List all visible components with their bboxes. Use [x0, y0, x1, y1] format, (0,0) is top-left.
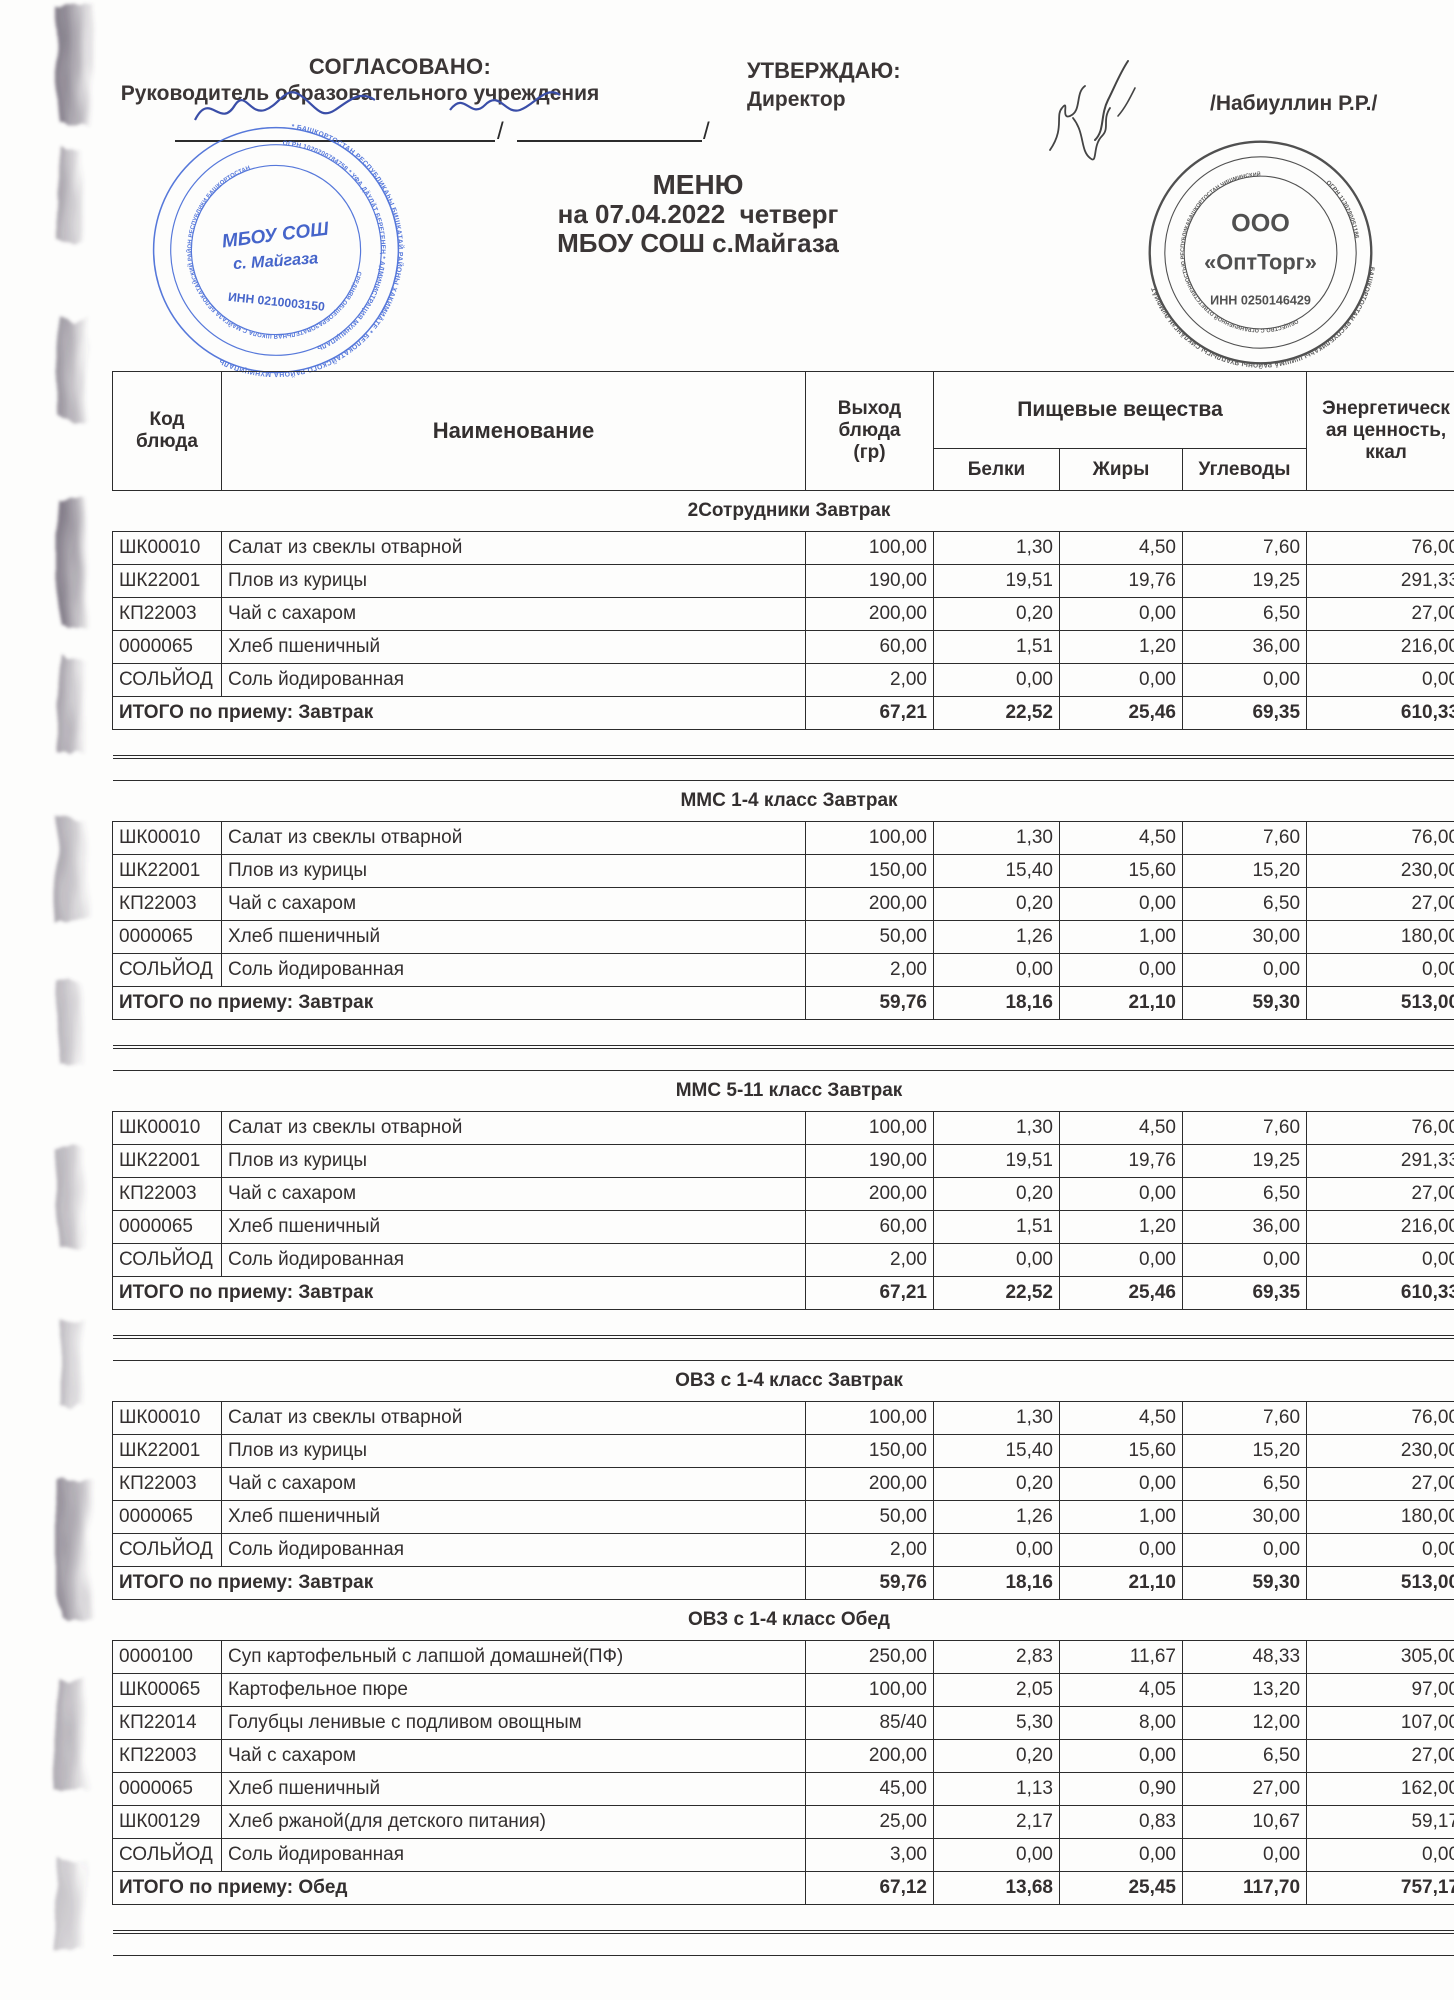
svg-text:«ОптТорг»: «ОптТорг» — [1204, 249, 1317, 274]
svg-text:ООО: ООО — [1231, 210, 1290, 238]
svg-text:ОГРН 1130280051186: ОГРН 1130280051186 — [1325, 180, 1360, 240]
svg-text:МБОУ СОШ: МБОУ СОШ — [221, 219, 330, 253]
svg-text:ИНН 0250146429: ИНН 0250146429 — [1210, 294, 1311, 308]
svg-text:БАШКОРТОСТАН РЕСПУБЛИКАhЫ ШИШМ: БАШКОРТОСТАН РЕСПУБЛИКАhЫ ШИШМӒ РАЙОНЫ Я… — [1150, 266, 1375, 370]
svg-text:ИНН 0210003150: ИНН 0210003150 — [227, 290, 325, 314]
svg-text:с. Майгаза: с. Майгаза — [232, 249, 318, 273]
